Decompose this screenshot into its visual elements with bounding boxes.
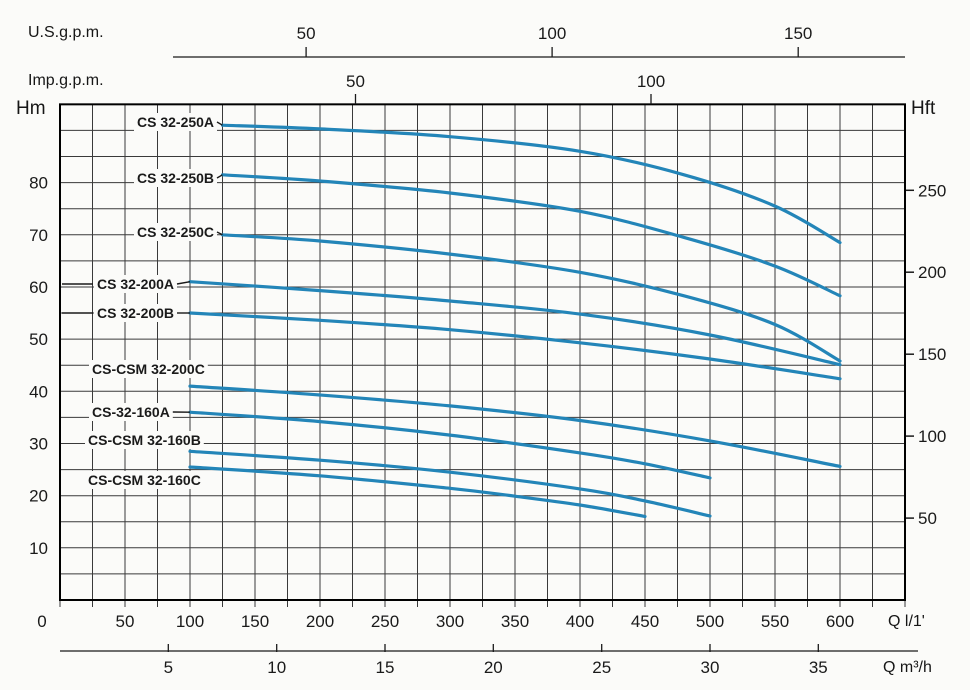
axis-title-hft: Hft <box>911 98 936 119</box>
x-tick-label-lpm: 150 <box>241 612 269 631</box>
y-tick-label-hm: 20 <box>29 487 48 506</box>
x-tick-label-lpm: 300 <box>436 612 464 631</box>
y-tick-label-hft: 100 <box>918 427 946 446</box>
curve-CS-32-200A <box>188 280 842 367</box>
curve-label: CS-CSM 32-200C <box>92 361 205 377</box>
x-tick-label-m3h: 25 <box>592 658 611 677</box>
axis-title-us-gpm: U.S.g.p.m. <box>28 24 104 41</box>
x-tick-label-lpm: 550 <box>761 612 789 631</box>
x-tick-label-lpm: 250 <box>371 612 399 631</box>
curve-CS-32-250B <box>220 173 842 298</box>
x-tick-label-lpm: 500 <box>696 612 724 631</box>
x-axis-tick-stubs <box>59 600 906 607</box>
y-tick-label-hft: 250 <box>918 181 946 200</box>
x-tick-label-lpm: 200 <box>306 612 334 631</box>
curve-label-bg <box>85 471 204 489</box>
curve-CS-CSM-32-160C <box>188 465 647 519</box>
curve-label: CS 32-250C <box>137 224 214 240</box>
curve-label: CS 32-200B <box>97 305 174 321</box>
curve-label: CS 32-200A <box>97 276 174 292</box>
x-tick-label-imp: 50 <box>346 72 365 91</box>
x-tick-label-m3h: 30 <box>701 658 720 677</box>
plot-border <box>59 103 906 602</box>
curve-label-bg <box>85 431 204 449</box>
curve-CS-CSM-32-200C <box>188 384 842 468</box>
axis-title-hm: Hm <box>16 98 46 119</box>
x-tick-label-m3h: 20 <box>484 658 503 677</box>
curve-label-bg <box>89 360 208 378</box>
x-axis-m3h: 5 10 15 20 25 30 35 <box>60 644 918 677</box>
curve-CS-32-200B <box>188 311 842 381</box>
x-tick-label-lpm: 350 <box>501 612 529 631</box>
y-tick-label-hm: 80 <box>29 174 48 193</box>
axis-title-q-lpm: Q l/1' <box>888 613 925 630</box>
curve-label-bg <box>94 304 177 322</box>
curve-label-bg <box>134 169 217 187</box>
x-tick-label-lpm: 450 <box>631 612 659 631</box>
label-leader-right <box>216 231 223 236</box>
curve-label-bg <box>89 403 173 421</box>
x-tick-label-m3h: 15 <box>376 658 395 677</box>
curve-labels: CS 32-250A CS 32-250B CS 32-250C CS 32-200A… <box>62 113 223 489</box>
x-axis-us-gpm: 50 100 150 <box>173 24 905 58</box>
label-leader-right <box>216 121 223 126</box>
axis-title-q-m3h: Q m³/h <box>883 659 932 676</box>
curve-label-bg <box>134 223 217 241</box>
axis-title-imp-gpm: Imp.g.p.m. <box>28 72 104 89</box>
curve-label: CS-32-160A <box>92 404 170 420</box>
x-tick-label-us: 50 <box>297 24 316 43</box>
y-tick-label-hm: 60 <box>29 278 48 297</box>
x-tick-label-m3h: 5 <box>164 658 173 677</box>
curve-CS-CSM-32-160B <box>188 449 712 518</box>
curve-CS-32-250C <box>220 233 842 363</box>
y-tick-label-hm: 10 <box>29 539 48 558</box>
x-tick-label-us: 100 <box>538 24 566 43</box>
y-tick-label-hm: 50 <box>29 330 48 349</box>
x-axis-imp-gpm: 50 100 <box>346 72 665 105</box>
pump-curves <box>188 123 842 519</box>
y-tick-label-hft: 150 <box>918 345 946 364</box>
y-axis-hft: 50 100 150 200 250 <box>906 181 946 528</box>
curve-CS-32-160A <box>188 410 712 480</box>
y-tick-label-hft: 200 <box>918 263 946 282</box>
y-tick-label-hm: 40 <box>29 382 48 401</box>
label-leader-right <box>216 174 223 179</box>
curve-label: CS 32-250A <box>137 114 214 130</box>
x-tick-label-lpm: 600 <box>826 612 854 631</box>
curve-label: CS-CSM 32-160B <box>88 432 201 448</box>
y-tick-label-hft: 50 <box>918 509 937 528</box>
curve-label: CS-CSM 32-160C <box>88 472 201 488</box>
curve-label: CS 32-250B <box>137 170 214 186</box>
x-tick-label-m3h: 35 <box>809 658 828 677</box>
x-tick-label-us: 150 <box>784 24 812 43</box>
x-tick-label-lpm: 50 <box>116 612 135 631</box>
curve-label-bg <box>134 113 217 131</box>
x-tick-label-lpm: 0 <box>37 612 46 631</box>
grid <box>60 104 905 600</box>
x-tick-label-lpm: 100 <box>176 612 204 631</box>
y-tick-label-hm: 30 <box>29 435 48 454</box>
curve-CS-32-250A <box>220 123 842 245</box>
y-tick-label-hm: 70 <box>29 226 48 245</box>
curve-label-bg <box>94 275 177 293</box>
x-tick-label-lpm: 400 <box>566 612 594 631</box>
x-tick-label-m3h: 10 <box>267 658 286 677</box>
label-leader-right <box>176 281 191 285</box>
y-axis-hm: 10 20 30 40 50 60 70 80 <box>29 174 48 558</box>
x-tick-label-imp: 100 <box>637 72 665 91</box>
x-axis-lpm: 0 50 100 150 200 250 300 350 400 450 500 550 600 <box>37 612 854 631</box>
